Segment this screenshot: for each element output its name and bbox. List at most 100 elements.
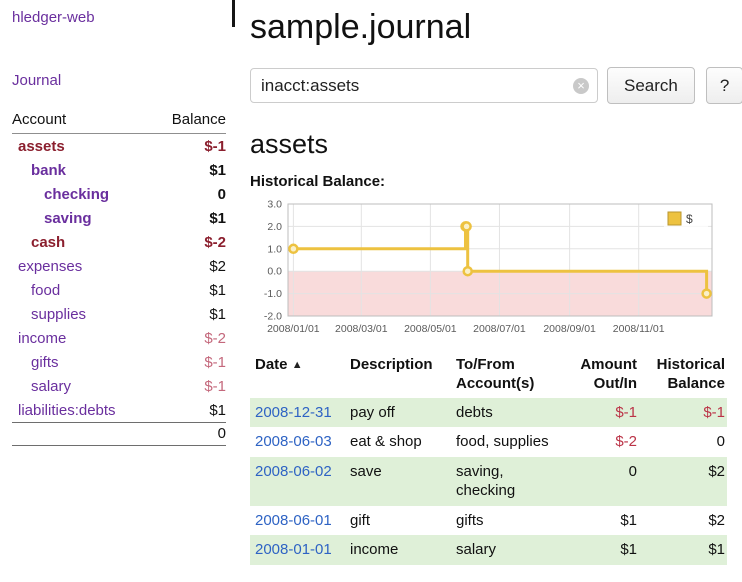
accounts-tbody: assets $-1 bank $1 checking 0 saving $1 cash $-2 e… <box>12 134 226 423</box>
search-form: × Search ? <box>250 67 742 104</box>
svg-text:-1.0: -1.0 <box>264 288 282 300</box>
register-amount-cell: 0 <box>628 462 637 480</box>
account-link[interactable]: income <box>18 329 67 347</box>
app-root: hledger-web Journal Account Balance asse… <box>12 0 742 565</box>
register-row: 2008-01-01 income salary $1 $1 <box>250 535 727 565</box>
register-description-cell: eat & shop <box>350 433 422 450</box>
account-row: expenses $2 <box>12 254 226 278</box>
register-row: 2008-06-03 eat & shop food, supplies $-2 0 <box>250 427 727 457</box>
register-amount-cell: $-1 <box>615 403 637 421</box>
register-balance-cell: $1 <box>708 541 725 558</box>
account-row: checking 0 <box>12 182 226 206</box>
register-table: Date ▲ Description To/From Account(s) Am… <box>250 353 727 565</box>
register-header-date-label: Date <box>255 356 288 373</box>
register-balance-cell: $-1 <box>703 403 725 421</box>
svg-text:3.0: 3.0 <box>267 199 282 211</box>
search-clear-icon[interactable]: × <box>573 78 589 94</box>
register-row: 2008-06-02 save saving, checking 0 $2 <box>250 456 727 506</box>
register-header-description: Description <box>350 356 433 373</box>
register-date-link[interactable]: 2008-12-31 <box>255 403 332 421</box>
account-balance: $1 <box>209 209 226 227</box>
app-title-link[interactable]: hledger-web <box>12 9 95 26</box>
register-description-cell: income <box>350 541 399 558</box>
help-button[interactable]: ? <box>705 67 742 104</box>
search-input-wrap: × <box>250 68 598 103</box>
account-link[interactable]: food <box>31 281 61 299</box>
svg-text:2008/05/01: 2008/05/01 <box>404 323 457 335</box>
search-input[interactable] <box>250 68 598 103</box>
main-content: sample.journal × Search ? assets Histori… <box>236 0 742 565</box>
search-button[interactable]: Search <box>607 67 695 104</box>
account-link[interactable]: salary <box>31 377 72 395</box>
svg-text:2008/03/01: 2008/03/01 <box>335 323 388 335</box>
account-row: income $-2 <box>12 326 226 350</box>
svg-text:0.0: 0.0 <box>267 266 282 278</box>
register-description-cell: save <box>350 462 382 480</box>
account-link[interactable]: liabilities:debts <box>18 401 116 419</box>
account-row: assets $-1 <box>12 134 226 159</box>
register-header-balance: Historical Balance <box>656 356 725 392</box>
accounts-table: Account Balance assets $-1 bank $1 checking 0… <box>12 108 226 446</box>
sort-asc-icon: ▲ <box>291 359 303 371</box>
register-header-row: Date ▲ Description To/From Account(s) Am… <box>250 353 727 398</box>
account-link[interactable]: supplies <box>31 305 87 323</box>
accounts-total-value: 0 <box>152 422 226 446</box>
accounts-total-spacer <box>12 422 153 446</box>
account-link[interactable]: checking <box>44 185 110 203</box>
register-date-link[interactable]: 2008-06-03 <box>255 433 332 450</box>
svg-text:-2.0: -2.0 <box>264 311 282 323</box>
sidebar-item-journal[interactable]: Journal <box>12 72 62 89</box>
page-title: sample.journal <box>250 8 472 46</box>
chart-legend: $ <box>664 208 708 229</box>
account-row: gifts $-1 <box>12 350 226 374</box>
account-balance: $-2 <box>204 329 226 347</box>
account-link[interactable]: saving <box>44 209 92 227</box>
register-row: 2008-12-31 pay off debts $-1 $-1 <box>250 397 727 428</box>
sidebar-top-divider <box>232 0 235 27</box>
accounts-total-row: 0 <box>12 422 226 446</box>
account-balance: $1 <box>209 401 226 419</box>
account-balance: 0 <box>217 185 226 203</box>
register-date-link[interactable]: 2008-06-01 <box>255 511 332 529</box>
account-balance: $1 <box>209 161 226 179</box>
register-balance-cell: $2 <box>708 511 725 529</box>
register-balance-cell: 0 <box>716 433 725 450</box>
accounts-header-account: Account <box>12 108 153 134</box>
register-date-cell: 2008-12-31 <box>250 398 345 428</box>
svg-text:2008/01/01: 2008/01/01 <box>267 323 320 335</box>
account-row: cash $-2 <box>12 230 226 254</box>
chart-title: Historical Balance: <box>250 173 386 190</box>
register-description-cell: gift <box>350 511 371 529</box>
svg-text:1.0: 1.0 <box>267 243 282 255</box>
account-link[interactable]: gifts <box>31 353 59 371</box>
account-balance: $-1 <box>204 377 226 395</box>
account-balance: $-2 <box>204 233 226 251</box>
svg-text:2008/11/01: 2008/11/01 <box>613 323 665 335</box>
account-link[interactable]: expenses <box>18 257 83 275</box>
svg-text:2.0: 2.0 <box>267 221 282 233</box>
account-link[interactable]: bank <box>31 161 67 179</box>
register-accounts-cell: gifts <box>456 511 484 529</box>
register-date-link[interactable]: 2008-01-01 <box>255 541 332 558</box>
register-header-date[interactable]: Date ▲ <box>250 353 345 398</box>
account-row: bank $1 <box>12 158 226 182</box>
account-link[interactable]: cash <box>31 233 66 251</box>
accounts-header-row: Account Balance <box>12 108 226 134</box>
register-amount-cell: $1 <box>620 541 637 558</box>
account-row: salary $-1 <box>12 374 226 398</box>
register-description-cell: pay off <box>350 403 395 421</box>
register-amount-cell: $1 <box>620 511 637 529</box>
svg-text:$: $ <box>686 212 693 226</box>
register-header-amount: Amount Out/In <box>580 356 637 392</box>
register-accounts-cell: food, supplies <box>456 433 549 450</box>
account-balance: $2 <box>209 257 226 275</box>
account-row: saving $1 <box>12 206 226 230</box>
account-row: food $1 <box>12 278 226 302</box>
register-date-link[interactable]: 2008-06-02 <box>255 462 332 480</box>
register-header-accounts: To/From Account(s) <box>456 356 535 392</box>
register-date-cell: 2008-06-01 <box>250 506 345 536</box>
register-accounts-cell: debts <box>456 403 493 421</box>
account-balance: $-1 <box>204 137 226 155</box>
account-link[interactable]: assets <box>18 137 65 155</box>
